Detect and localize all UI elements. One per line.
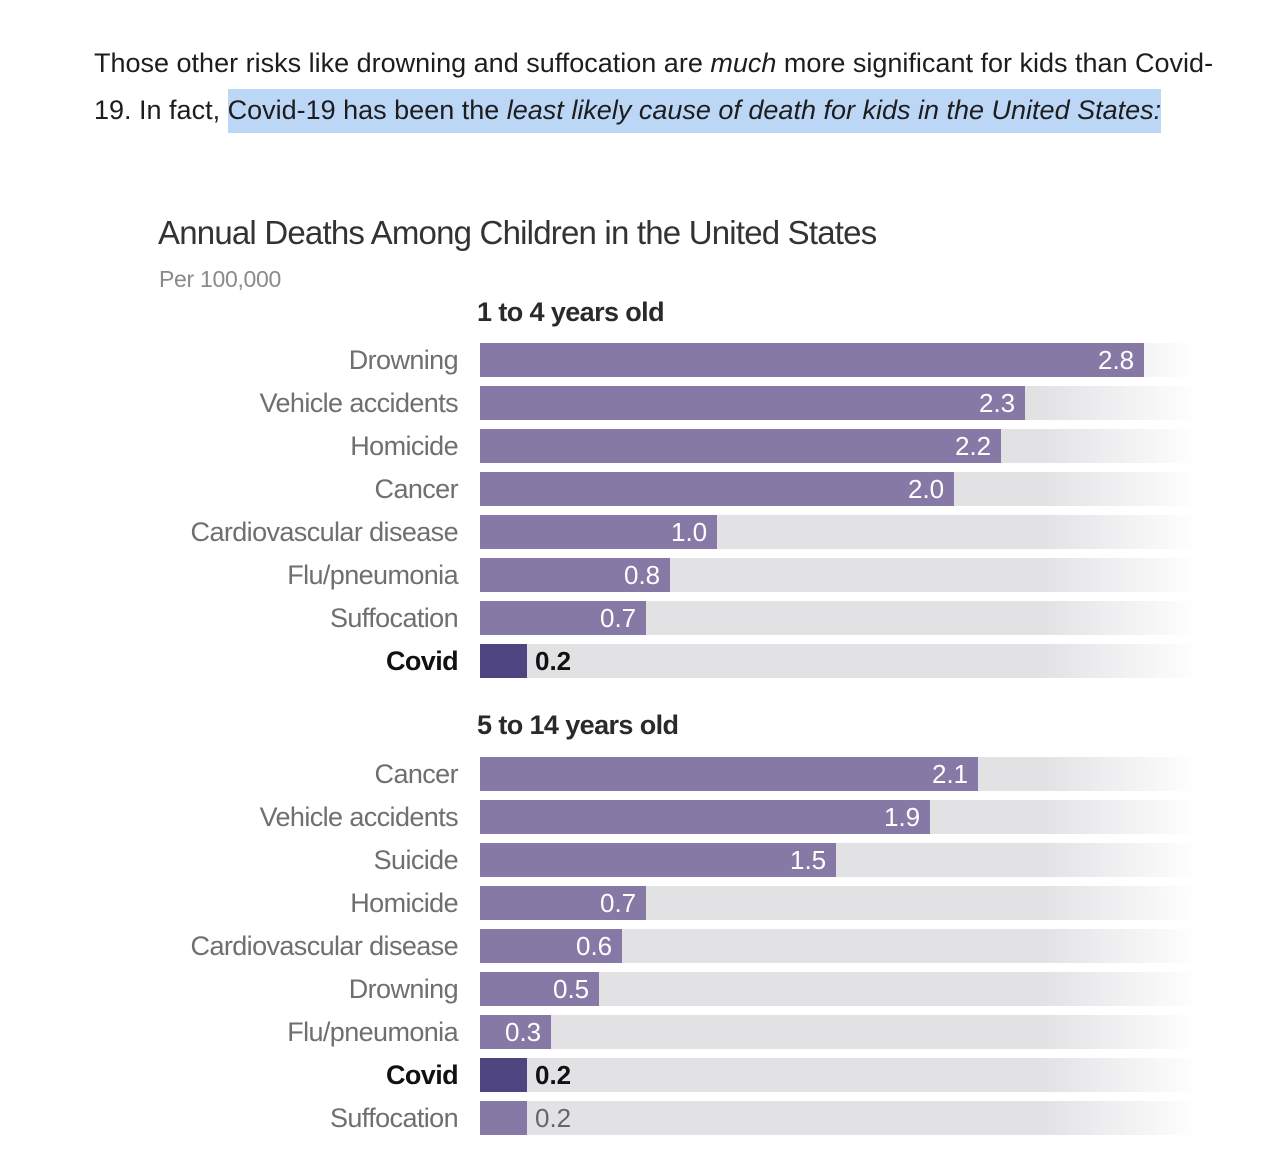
bar (480, 515, 717, 549)
group-title-1-to-4: 1 to 4 years old (477, 297, 665, 327)
chart-subtitle: Per 100,000 (159, 266, 282, 292)
category-label: Flu/pneumonia (287, 560, 458, 590)
bar (480, 757, 978, 791)
bar-row-homicide: Homicide 2.2 (0, 429, 1280, 463)
bar-row-vehicle-accidents: Vehicle accidents 1.9 (0, 800, 1280, 834)
category-label: Vehicle accidents (259, 388, 459, 418)
value-label: 0.6 (576, 931, 613, 961)
bar-row-cardiovascular-disease: Cardiovascular disease 1.0 (0, 515, 1280, 549)
bar-row-suffocation: Suffocation 0.2 (0, 1101, 1280, 1135)
value-label: 0.7 (600, 888, 637, 918)
highlighted-text: least likely cause of death for kids in … (506, 88, 1162, 133)
category-label: Drowning (348, 345, 459, 375)
value-label: 0.2 (535, 646, 572, 676)
bar-row-drowning: Drowning 2.8 (0, 343, 1280, 377)
bar-row-homicide: Homicide 0.7 (0, 886, 1280, 920)
bar (480, 800, 930, 834)
value-label: 0.5 (553, 974, 590, 1004)
article-paragraph: Those other risks like drowning and suff… (94, 40, 1214, 133)
bar-covid (480, 1058, 527, 1092)
bar-row-drowning: Drowning 0.5 (0, 972, 1280, 1006)
bar-row-cardiovascular-disease: Cardiovascular disease 0.6 (0, 929, 1280, 963)
category-label: Covid (385, 646, 459, 676)
bar (480, 929, 622, 963)
bar-covid (480, 644, 527, 678)
value-label: 1.9 (884, 802, 921, 832)
bar (480, 472, 954, 506)
group-title-5-to-14: 5 to 14 years old (477, 710, 679, 740)
bar-row-suffocation: Suffocation 0.7 (0, 601, 1280, 635)
category-label: Suffocation (329, 603, 459, 633)
bar-row-covid: Covid 0.2 (0, 644, 1280, 678)
paragraph-text: more significant for kids than Covid-19.… (94, 48, 1214, 125)
paragraph-text: much (710, 48, 777, 78)
bar (480, 1015, 551, 1049)
value-label: 2.3 (979, 388, 1016, 418)
category-label: Cardiovascular disease (190, 517, 459, 547)
bar (480, 601, 646, 635)
value-label: 2.0 (908, 474, 945, 504)
bar-track (480, 644, 1200, 678)
value-label: 0.3 (505, 1017, 542, 1047)
bar (480, 1101, 527, 1135)
bar (480, 343, 1144, 377)
bar (480, 843, 836, 877)
bar-row-cancer: Cancer 2.1 (0, 757, 1280, 791)
bar-track (480, 1101, 1200, 1135)
value-label: 0.2 (535, 1103, 572, 1133)
bar-row-suicide: Suicide 1.5 (0, 843, 1280, 877)
bar-track (480, 1058, 1200, 1092)
category-label: Suicide (373, 845, 459, 875)
highlighted-text: Covid-19 has been the (227, 88, 507, 133)
bar-track (480, 972, 1200, 1006)
bar (480, 972, 599, 1006)
category-label: Flu/pneumonia (287, 1017, 458, 1047)
bar (480, 886, 646, 920)
value-label: 0.8 (624, 560, 661, 590)
bar-row-cancer: Cancer 2.0 (0, 472, 1280, 506)
bar (480, 386, 1025, 420)
bar-row-vehicle-accidents: Vehicle accidents 2.3 (0, 386, 1280, 420)
value-label: 1.0 (671, 517, 708, 547)
value-label: 2.1 (932, 759, 969, 789)
category-label: Drowning (348, 974, 459, 1004)
value-label: 0.7 (600, 603, 637, 633)
bar-row-flu-pneumonia: Flu/pneumonia 0.8 (0, 558, 1280, 592)
bar (480, 558, 670, 592)
category-label: Suffocation (329, 1103, 459, 1133)
paragraph-text: Those other risks like drowning and suff… (94, 48, 711, 78)
category-label: Cancer (374, 474, 459, 504)
bar (480, 429, 1001, 463)
value-label: 2.8 (1098, 345, 1135, 375)
category-label: Cardiovascular disease (190, 931, 459, 961)
chart-title: Annual Deaths Among Children in the Unit… (158, 214, 877, 251)
bar-row-covid: Covid 0.2 (0, 1058, 1280, 1092)
category-label: Covid (385, 1060, 459, 1090)
value-label: 0.2 (535, 1060, 572, 1090)
category-label: Homicide (350, 888, 458, 918)
bar-row-flu-pneumonia: Flu/pneumonia 0.3 (0, 1015, 1280, 1049)
category-label: Cancer (374, 759, 459, 789)
value-label: 2.2 (955, 431, 992, 461)
category-label: Vehicle accidents (259, 802, 459, 832)
value-label: 1.5 (790, 845, 827, 875)
category-label: Homicide (350, 431, 458, 461)
bar-track (480, 1015, 1200, 1049)
